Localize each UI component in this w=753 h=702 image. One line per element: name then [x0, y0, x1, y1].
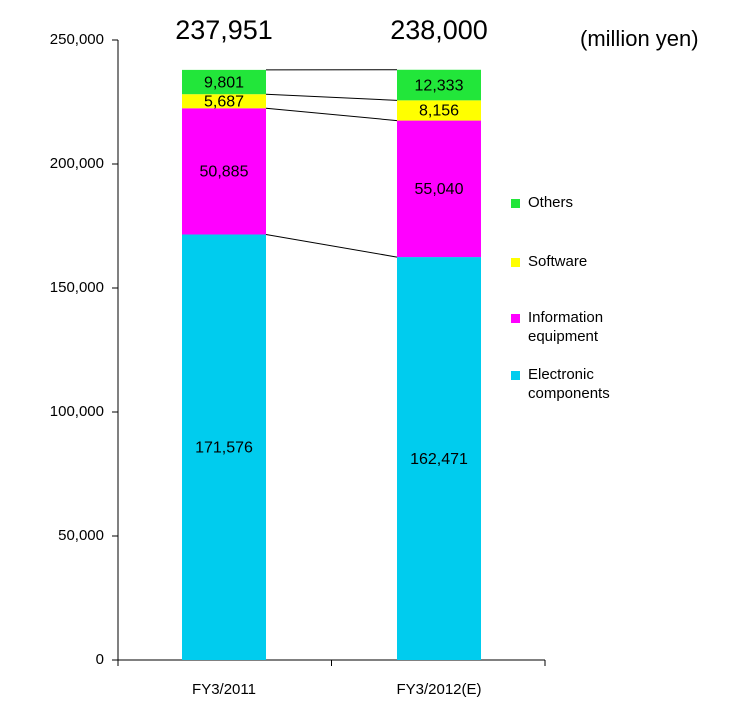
- total-label: 238,000: [390, 15, 488, 45]
- connector-line: [265, 93, 398, 101]
- y-tick-label: 200,000: [50, 155, 104, 172]
- legend-swatch: [511, 371, 520, 380]
- legend-swatch: [511, 258, 520, 267]
- y-tick-label: 100,000: [50, 403, 104, 420]
- unit-label: (million yen): [580, 26, 699, 51]
- data-label: 5,687: [204, 93, 244, 110]
- data-label: 8,156: [419, 103, 459, 120]
- legend-label: Others: [528, 194, 574, 211]
- data-label: 55,040: [415, 181, 464, 198]
- data-label: 9,801: [204, 74, 244, 91]
- bar-segment: [397, 257, 481, 660]
- bar-segment: [397, 120, 481, 258]
- y-tick-label: 250,000: [50, 31, 104, 48]
- data-label: 50,885: [200, 164, 249, 181]
- bar-segment: [182, 234, 266, 660]
- legend-swatch: [511, 314, 520, 323]
- y-tick-label: 0: [96, 651, 104, 668]
- data-label: 12,333: [415, 77, 464, 94]
- bar-segment: [182, 108, 266, 235]
- data-label: 162,471: [410, 451, 468, 468]
- bar-segment: [397, 69, 481, 101]
- legend-label: Electronic components: [528, 366, 610, 402]
- y-tick-label: 50,000: [58, 527, 104, 544]
- legend-swatch: [511, 199, 520, 208]
- bar-segment: [397, 100, 481, 121]
- x-tick-label: FY3/2012(E): [396, 681, 481, 698]
- legend-label: Software: [528, 253, 588, 270]
- total-label: 237,951: [175, 15, 273, 45]
- legend-label: Information equipment: [528, 309, 604, 345]
- data-label: 171,576: [195, 439, 253, 456]
- y-tick-label: 150,000: [50, 279, 104, 296]
- bar-segment: [182, 94, 266, 109]
- connector-line: [265, 107, 398, 122]
- bar-segment: [182, 69, 266, 95]
- x-tick-label: FY3/2011: [192, 681, 256, 698]
- connector-line: [265, 233, 398, 258]
